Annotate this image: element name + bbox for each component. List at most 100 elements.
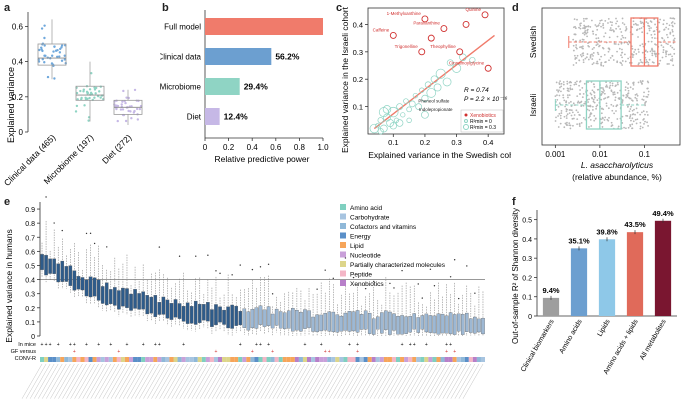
panel-e-feature-label-line bbox=[54, 363, 75, 399]
panel-d-point bbox=[572, 38, 575, 41]
panel-b-xtick-label: 0.6 bbox=[270, 143, 282, 152]
panel-d-point bbox=[570, 105, 573, 107]
panel-d-point bbox=[653, 52, 656, 55]
panel-d-point bbox=[630, 105, 633, 108]
panel-d-point bbox=[639, 121, 642, 124]
panel-d-point bbox=[621, 56, 623, 59]
panel-c-legend-swatch bbox=[463, 124, 469, 130]
panel-d-point bbox=[584, 17, 587, 20]
panel-d-point bbox=[610, 121, 613, 124]
panel-d-point bbox=[581, 86, 584, 89]
panel-d-point bbox=[571, 111, 574, 114]
panel-e-feature-label-line bbox=[450, 363, 472, 399]
panel-e-legend-swatch bbox=[340, 261, 346, 267]
panel-f-ytick-label: 0.2 bbox=[522, 275, 532, 282]
panel-a-point bbox=[95, 86, 98, 90]
panel-d-point bbox=[654, 53, 657, 56]
panel-e-category-strip bbox=[343, 357, 348, 362]
panel-e-feature-label-line bbox=[127, 363, 148, 399]
panel-d-point bbox=[637, 63, 640, 66]
panel-a-point bbox=[121, 108, 125, 111]
panel-d-point bbox=[562, 83, 565, 86]
panel-d-point bbox=[595, 105, 598, 108]
panel-e-feature-label-line bbox=[183, 363, 205, 399]
panel-e-category-strip bbox=[274, 357, 279, 362]
panel-e-box bbox=[202, 304, 206, 321]
panel-d-point bbox=[592, 33, 595, 35]
panel-b-xtick-label: 0.4 bbox=[247, 143, 259, 152]
panel-d-point bbox=[603, 92, 606, 95]
panel-e-category-strip bbox=[311, 357, 316, 362]
panel-d-point bbox=[568, 124, 571, 127]
panel-d-point bbox=[582, 61, 585, 64]
panel-e-feature-label-line bbox=[349, 363, 370, 399]
panel-e-feature-label-line bbox=[21, 363, 43, 399]
panel-d-point bbox=[578, 59, 581, 62]
panel-d-point bbox=[671, 29, 674, 31]
panel-d-point bbox=[641, 126, 644, 129]
panel-d-point bbox=[601, 126, 604, 128]
panel-d-point bbox=[668, 63, 670, 65]
panel-e-box bbox=[307, 310, 311, 328]
panel-e-category-strip bbox=[387, 357, 392, 362]
panel-a-point bbox=[132, 111, 136, 114]
panel-d-point bbox=[571, 88, 574, 91]
panel-d-point bbox=[646, 121, 648, 124]
panel-c-point bbox=[403, 98, 409, 104]
panel-d-point bbox=[596, 43, 599, 45]
panel-d-point bbox=[654, 37, 656, 39]
panel-e-category-strip bbox=[88, 357, 93, 362]
panel-d-point bbox=[614, 99, 617, 102]
panel-e-outlier bbox=[239, 264, 241, 266]
panel-d-point bbox=[617, 25, 620, 28]
panel-e-outlier bbox=[364, 287, 367, 290]
panel-c-point bbox=[406, 117, 412, 123]
panel-e-feature-label-line bbox=[151, 363, 172, 399]
panel-d-point bbox=[673, 39, 675, 42]
panel-e-feature-label-line bbox=[114, 363, 136, 399]
panel-e-legend-label: Carbohydrate bbox=[350, 215, 390, 222]
panel-a-point bbox=[88, 96, 91, 100]
panel-e-box bbox=[452, 314, 457, 335]
panel-e-mouse-marker: + bbox=[69, 342, 72, 348]
panel-d-point bbox=[606, 96, 609, 99]
panel-e-category-strip bbox=[367, 357, 372, 362]
panel-e-box bbox=[347, 311, 352, 332]
panel-d-point bbox=[598, 44, 601, 47]
panel-e-category-strip bbox=[137, 357, 142, 362]
panel-d-point bbox=[590, 125, 593, 127]
panel-d-point bbox=[629, 108, 632, 110]
panel-a-point bbox=[53, 77, 56, 80]
panel-e-box bbox=[40, 254, 44, 270]
panel-e-box bbox=[262, 309, 267, 327]
panel-e-gf-marker: + bbox=[117, 349, 120, 355]
panel-e-category-strip bbox=[448, 357, 453, 362]
panel-d-point bbox=[603, 119, 606, 121]
panel-d-point bbox=[610, 24, 613, 27]
panel-d-point bbox=[667, 28, 670, 30]
panel-e-box bbox=[238, 310, 243, 326]
panel-d-point bbox=[644, 113, 646, 116]
panel-d-point bbox=[654, 23, 656, 26]
panel-d-point bbox=[563, 115, 566, 118]
panel-e-feature-label-line bbox=[50, 363, 71, 399]
panel-d-point bbox=[566, 89, 569, 92]
panel-d-point bbox=[590, 93, 593, 96]
panel-d-point bbox=[602, 26, 605, 29]
panel-c-xenobiotic-point bbox=[427, 34, 435, 42]
panel-d-point bbox=[596, 60, 599, 63]
panel-e-mouse-marker: + bbox=[182, 342, 185, 348]
panel-a-point bbox=[121, 100, 124, 103]
panel-d-point bbox=[639, 125, 642, 128]
panel-d-point bbox=[635, 98, 638, 100]
panel-e-outlier bbox=[474, 292, 476, 294]
panel-d-point bbox=[621, 48, 623, 51]
panel-f-bar-label: 49.4% bbox=[652, 209, 674, 218]
panel-e-box bbox=[408, 316, 412, 333]
panel-e-feature-label-line bbox=[369, 363, 391, 399]
panel-c-xtick-label: 0.2 bbox=[420, 138, 430, 147]
panel-e-box bbox=[481, 318, 485, 335]
panel-e-feature-label-line bbox=[280, 363, 302, 399]
panel-d-point bbox=[596, 62, 599, 65]
panel-d-point bbox=[639, 127, 642, 130]
